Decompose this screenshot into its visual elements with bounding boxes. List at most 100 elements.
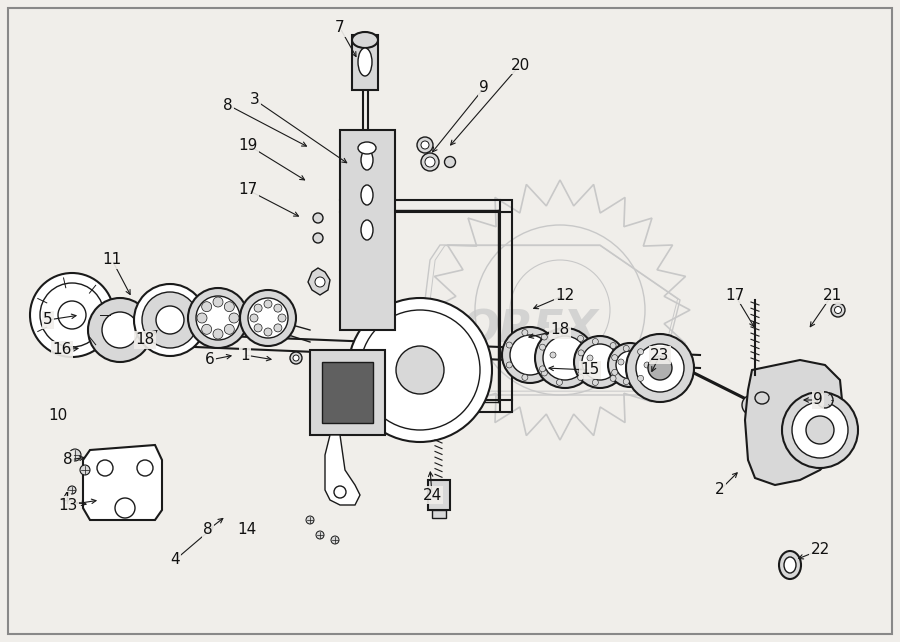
- Text: 8: 8: [203, 523, 212, 537]
- Circle shape: [202, 324, 211, 334]
- Text: 20: 20: [510, 58, 529, 73]
- Ellipse shape: [358, 48, 372, 76]
- Circle shape: [616, 351, 644, 379]
- Circle shape: [541, 370, 547, 376]
- Circle shape: [396, 346, 444, 394]
- Circle shape: [142, 292, 198, 348]
- Bar: [340, 130, 395, 330]
- Circle shape: [68, 486, 76, 494]
- Circle shape: [224, 324, 234, 334]
- Ellipse shape: [834, 306, 842, 313]
- Circle shape: [556, 331, 562, 336]
- Polygon shape: [325, 435, 360, 505]
- Text: 21: 21: [823, 288, 842, 302]
- Polygon shape: [308, 268, 330, 295]
- Circle shape: [578, 374, 583, 381]
- Text: 2: 2: [716, 483, 724, 498]
- Text: 7: 7: [335, 21, 345, 35]
- Circle shape: [582, 344, 618, 380]
- Text: 17: 17: [238, 182, 257, 198]
- Circle shape: [137, 460, 153, 476]
- Text: 4: 4: [170, 553, 180, 568]
- Text: 17: 17: [725, 288, 744, 302]
- Text: 5: 5: [43, 313, 53, 327]
- Circle shape: [254, 324, 262, 332]
- Circle shape: [522, 374, 528, 381]
- Circle shape: [156, 306, 184, 334]
- Polygon shape: [745, 360, 845, 485]
- Circle shape: [360, 310, 480, 430]
- Circle shape: [224, 302, 234, 311]
- Ellipse shape: [361, 185, 373, 205]
- Circle shape: [522, 329, 528, 336]
- Ellipse shape: [361, 220, 373, 240]
- Ellipse shape: [779, 551, 801, 579]
- Text: 8: 8: [223, 98, 233, 112]
- Circle shape: [507, 362, 512, 368]
- Text: 15: 15: [580, 363, 599, 377]
- Ellipse shape: [425, 157, 435, 167]
- Text: 11: 11: [103, 252, 122, 268]
- Text: 13: 13: [58, 498, 77, 512]
- Ellipse shape: [313, 233, 323, 243]
- Circle shape: [97, 460, 113, 476]
- Circle shape: [334, 486, 346, 498]
- Text: 22: 22: [810, 542, 830, 557]
- Circle shape: [510, 335, 550, 375]
- Bar: [322, 362, 373, 423]
- Circle shape: [550, 352, 556, 358]
- Circle shape: [610, 343, 616, 349]
- Circle shape: [274, 304, 282, 312]
- Circle shape: [618, 359, 624, 365]
- Circle shape: [348, 298, 492, 442]
- Ellipse shape: [293, 355, 299, 361]
- Text: 3: 3: [250, 92, 260, 107]
- Ellipse shape: [784, 557, 796, 573]
- Circle shape: [637, 349, 643, 355]
- Circle shape: [213, 329, 223, 339]
- Circle shape: [578, 368, 584, 374]
- Circle shape: [213, 297, 223, 307]
- Circle shape: [578, 336, 583, 342]
- Polygon shape: [83, 445, 162, 520]
- Ellipse shape: [417, 137, 433, 153]
- Circle shape: [574, 336, 626, 388]
- Circle shape: [240, 290, 296, 346]
- Circle shape: [254, 304, 262, 312]
- Bar: [432, 510, 446, 518]
- Ellipse shape: [831, 303, 845, 317]
- Circle shape: [648, 356, 672, 380]
- Ellipse shape: [331, 536, 339, 544]
- Circle shape: [578, 350, 584, 356]
- Ellipse shape: [358, 142, 376, 154]
- Circle shape: [623, 345, 629, 351]
- Text: 16: 16: [52, 342, 72, 358]
- Circle shape: [264, 300, 272, 308]
- Circle shape: [248, 298, 288, 338]
- Ellipse shape: [421, 141, 429, 149]
- Ellipse shape: [306, 516, 314, 524]
- Circle shape: [637, 376, 643, 381]
- Circle shape: [556, 379, 562, 385]
- Circle shape: [507, 342, 512, 348]
- Text: 4: 4: [60, 492, 70, 507]
- Circle shape: [592, 338, 598, 345]
- Circle shape: [644, 362, 650, 368]
- Circle shape: [69, 449, 81, 461]
- Bar: [352, 35, 378, 90]
- Circle shape: [742, 395, 762, 415]
- Bar: [310, 350, 385, 435]
- Circle shape: [197, 313, 207, 323]
- Text: 14: 14: [238, 523, 256, 537]
- Circle shape: [196, 296, 240, 340]
- Text: 23: 23: [651, 347, 670, 363]
- Ellipse shape: [445, 157, 455, 168]
- Circle shape: [315, 277, 325, 287]
- Text: 12: 12: [555, 288, 574, 302]
- Circle shape: [202, 302, 211, 311]
- Circle shape: [278, 314, 286, 322]
- Ellipse shape: [421, 153, 439, 171]
- Circle shape: [535, 328, 595, 388]
- Circle shape: [623, 379, 629, 385]
- Ellipse shape: [313, 213, 323, 223]
